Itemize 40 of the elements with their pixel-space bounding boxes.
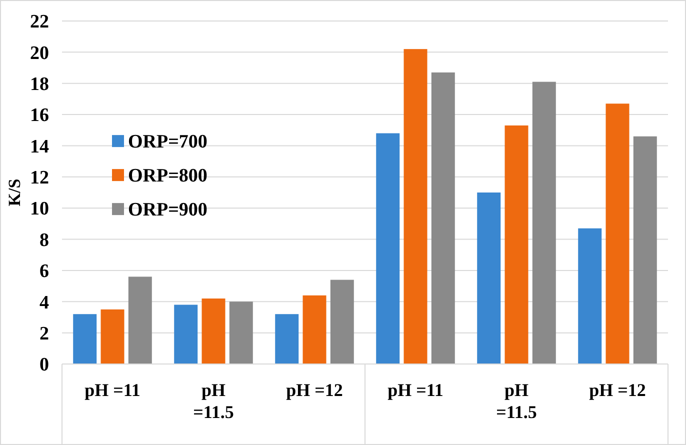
- legend-label: ORP=900: [128, 200, 208, 221]
- bar: [100, 309, 124, 364]
- bar: [633, 136, 657, 364]
- x-tick-label: pH =11.5: [193, 380, 234, 422]
- y-tick-label: 12: [30, 168, 49, 189]
- bar: [128, 276, 152, 364]
- bar: [532, 82, 556, 364]
- y-tick-label: 8: [40, 230, 49, 251]
- x-tick-label: pH =11.5: [496, 380, 537, 422]
- bar: [504, 125, 528, 364]
- bar: [302, 295, 326, 364]
- bar: [578, 228, 602, 364]
- y-tick-label: 18: [30, 74, 49, 96]
- y-tick-label: 0: [40, 354, 49, 376]
- x-tick-label: pH =11: [388, 380, 444, 400]
- bar: [202, 298, 226, 364]
- bar: [606, 104, 630, 364]
- bar: [431, 72, 455, 364]
- y-tick-label: 14: [30, 136, 50, 158]
- y-axis-title: K/S: [4, 178, 24, 206]
- bar: [330, 280, 354, 364]
- x-tick-label: pH =12: [589, 380, 646, 400]
- y-tick-label: 10: [30, 198, 49, 220]
- y-tick-label: 2: [40, 323, 49, 344]
- bar: [404, 49, 428, 364]
- bar: [174, 304, 198, 364]
- bar: [73, 314, 97, 364]
- bar: [477, 192, 501, 364]
- y-tick-label: 4: [40, 292, 50, 314]
- y-tick-label: 6: [40, 261, 49, 282]
- bar: [275, 314, 299, 364]
- bar: [376, 133, 400, 364]
- legend-label: ORP=700: [128, 132, 208, 153]
- bar: [229, 302, 253, 364]
- x-tick-label: pH =11: [84, 380, 140, 400]
- y-tick-label: 22: [30, 12, 49, 33]
- y-tick-label: 16: [30, 105, 49, 126]
- y-tick-label: 20: [30, 42, 49, 64]
- legend-label: ORP=800: [128, 166, 208, 187]
- x-tick-label: pH =12: [286, 380, 343, 400]
